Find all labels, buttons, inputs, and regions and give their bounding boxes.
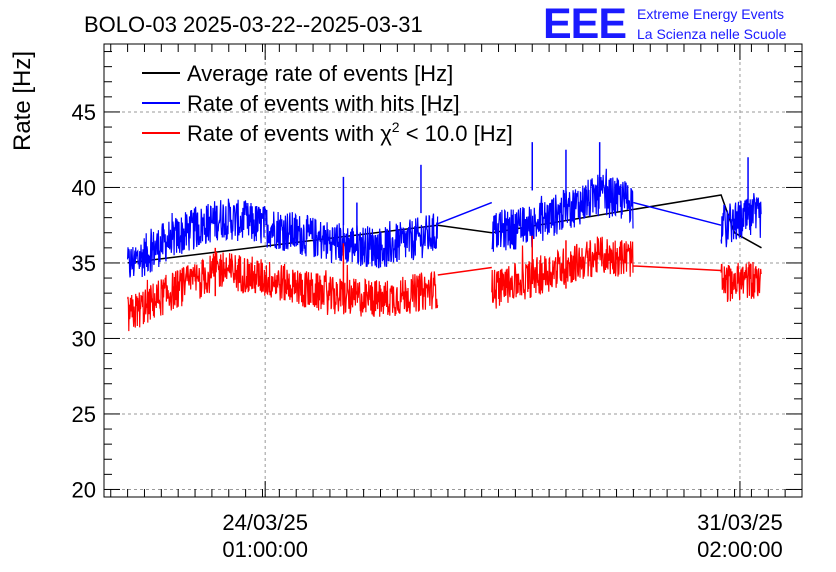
x-tick-time: 02:00:00 xyxy=(697,537,783,562)
x-tick-date: 24/03/25 xyxy=(222,510,308,535)
series-hits-segment xyxy=(491,168,634,252)
y-tick-label: 20 xyxy=(72,477,96,502)
y-axis: 20 25 30 35 40 45 xyxy=(72,51,802,502)
chart-title: BOLO-03 2025-03-22--2025-03-31 xyxy=(84,12,423,37)
logo-line-2: La Scienza nelle Scuole xyxy=(637,26,787,42)
y-tick-label: 35 xyxy=(72,251,96,276)
series-chi2-gap-line xyxy=(633,265,722,272)
x-tick-date: 31/03/25 xyxy=(697,510,783,535)
legend-chi2-symbol: χ xyxy=(380,121,392,146)
series-hits-segment xyxy=(127,198,439,278)
series-hits-segment xyxy=(720,193,762,248)
series-chi2-segment xyxy=(720,261,762,302)
y-tick-label: 45 xyxy=(72,100,96,125)
y-tick-label: 30 xyxy=(72,326,96,351)
plot-border xyxy=(103,43,803,498)
eee-logo: EEE xyxy=(543,0,627,48)
legend-label-average: Average rate of events [Hz] xyxy=(187,61,453,86)
logo-caption: Extreme Energy Events La Scienza nelle S… xyxy=(637,4,786,44)
series-hits-gap-line xyxy=(633,201,722,226)
series-hits-gap-line xyxy=(437,201,493,225)
logo-line-1: Extreme Energy Events xyxy=(637,6,785,22)
legend: Average rate of events [Hz] Rate of even… xyxy=(142,61,513,146)
x-tick-time: 01:00:00 xyxy=(222,537,308,562)
y-tick-label: 40 xyxy=(72,175,96,200)
series-chi2-gap-line xyxy=(437,266,492,276)
legend-label-hits: Rate of events with hits [Hz] xyxy=(187,91,460,116)
series-chi2-segment xyxy=(127,251,439,332)
legend-chi2-sup: 2 xyxy=(392,119,400,135)
series-chi2-segment xyxy=(491,236,634,309)
legend-chi2-prefix: Rate of events with xyxy=(187,121,380,146)
y-tick-label: 25 xyxy=(72,402,96,427)
series-layer xyxy=(127,142,762,332)
legend-chi2-suffix: < 10.0 [Hz] xyxy=(400,121,513,146)
legend-label-chi2: Rate of events with χ2 < 10.0 [Hz] xyxy=(187,119,513,146)
plot-frame xyxy=(103,43,803,498)
